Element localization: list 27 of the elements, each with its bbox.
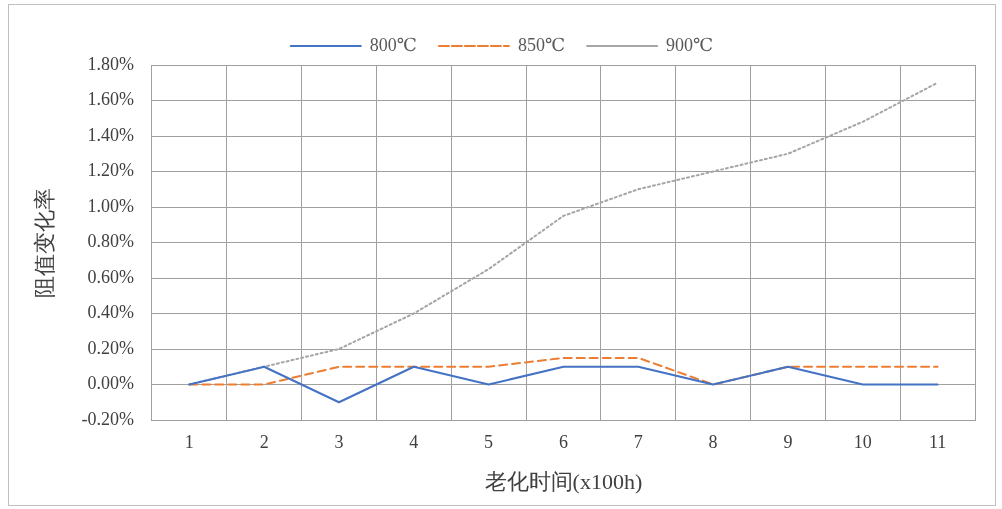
legend-label: 850℃ [517,34,566,55]
x-tick-label: 10 [853,431,872,452]
x-tick-label: 6 [558,431,568,452]
x-tick-label: 2 [259,431,269,452]
x-tick-label: 3 [334,431,344,452]
y-tick-label: 0.20% [87,337,134,358]
y-tick-label: 0.00% [87,373,134,394]
y-tick-label: 0.60% [87,266,134,287]
y-tick-label: 1.60% [87,89,134,110]
y-tick-label: 1.40% [87,124,134,145]
y-tick-label: 1.20% [87,160,134,181]
y-axis-title: 阻值变化率 [31,187,57,298]
x-tick-label: 5 [484,431,494,452]
y-tick-label: 0.40% [87,302,134,323]
x-tick-label: 8 [708,431,718,452]
y-tick-label: 1.00% [87,195,134,216]
y-tick-label: 1.80% [87,53,134,74]
x-tick-label: 4 [409,431,419,452]
x-tick-label: 7 [633,431,643,452]
x-tick-label: 11 [928,431,947,452]
x-tick-label: 9 [783,431,793,452]
y-tick-label: 0.80% [87,231,134,252]
x-tick-label: 1 [184,431,194,452]
x-axis-title: 老化时间(x100h) [484,468,643,494]
legend-label: 800℃ [369,34,417,55]
legend-label: 900℃ [666,34,714,55]
y-tick-label: -0.20% [81,408,134,429]
